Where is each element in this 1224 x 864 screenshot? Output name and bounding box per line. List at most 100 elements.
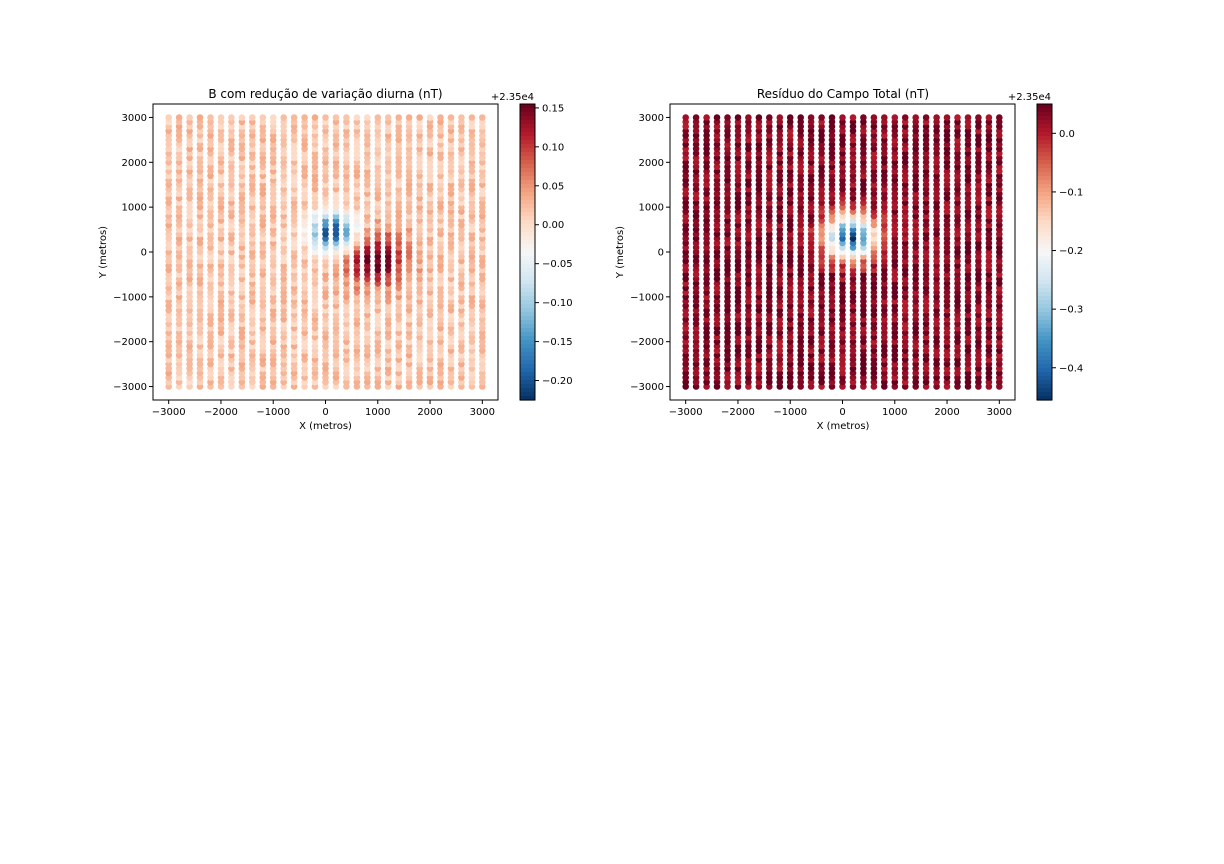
colorbar-strip — [520, 124, 535, 129]
colorbar-strip — [520, 180, 535, 185]
colorbar-strip — [520, 352, 535, 357]
colorbar-strip — [520, 348, 535, 353]
colorbar-strip — [1037, 116, 1052, 121]
scatter-point — [975, 114, 982, 121]
colorbar-tick-label: 0.15 — [542, 103, 564, 114]
colorbar-strip — [520, 156, 535, 161]
colorbar-strip — [520, 288, 535, 293]
colorbar-strip — [1037, 384, 1052, 389]
y-tick-label: 0 — [141, 248, 147, 259]
colorbar-strip — [520, 312, 535, 317]
colorbar-strip — [1037, 148, 1052, 153]
colorbar-strip — [1037, 268, 1052, 273]
scatter-point — [228, 114, 235, 121]
right-y-axis: −3000 −2000 −1000 0 1000 2000 3000 — [630, 113, 670, 393]
y-tick-label: 3000 — [122, 113, 147, 124]
scatter-point — [922, 114, 930, 121]
colorbar-strip — [1037, 244, 1052, 249]
colorbar-strip — [1037, 216, 1052, 221]
scatter-point — [395, 114, 403, 121]
scatter-point — [196, 114, 204, 121]
x-tick-label: 1000 — [882, 407, 907, 418]
colorbar-strip — [520, 368, 535, 373]
colorbar-strip — [1037, 136, 1052, 141]
scatter-point — [447, 114, 455, 121]
colorbar-strip — [520, 104, 535, 109]
scatter-point — [353, 114, 361, 121]
colorbar-strip — [1037, 312, 1052, 317]
scatter-point — [724, 114, 731, 121]
colorbar-strip — [1037, 232, 1052, 237]
scatter-point — [745, 114, 752, 121]
scatter-point — [839, 114, 846, 121]
colorbar-strip — [520, 224, 535, 229]
colorbar-strip — [1037, 200, 1052, 205]
colorbar-strip — [520, 244, 535, 249]
scatter-point — [996, 114, 1003, 121]
colorbar-strip — [520, 356, 535, 361]
scatter-point — [374, 114, 382, 121]
colorbar-strip — [520, 200, 535, 205]
colorbar-strip — [520, 212, 535, 217]
colorbar-strip — [1037, 236, 1052, 241]
colorbar-strip — [1037, 156, 1052, 161]
colorbar-strip — [1037, 144, 1052, 149]
colorbar-strip — [1037, 164, 1052, 169]
scatter-point — [954, 114, 961, 121]
y-tick-label: −3000 — [113, 382, 147, 393]
colorbar-strip — [1037, 248, 1052, 253]
scatter-point — [468, 114, 476, 121]
left-x-axis-label: X (metros) — [299, 421, 352, 432]
colorbar-strip — [520, 144, 535, 149]
left-colorbar — [520, 104, 535, 401]
colorbar-strip — [520, 392, 535, 397]
colorbar-strip — [520, 304, 535, 309]
colorbar-strip — [1037, 256, 1052, 261]
colorbar-strip — [520, 228, 535, 233]
scatter-point — [776, 114, 784, 121]
colorbar-strip — [1037, 316, 1052, 321]
colorbar-strip — [520, 332, 535, 337]
scatter-point — [870, 114, 878, 121]
colorbar-strip — [520, 204, 535, 209]
x-tick-label: 3000 — [470, 407, 495, 418]
colorbar-strip — [1037, 328, 1052, 333]
colorbar-strip — [1037, 184, 1052, 189]
right-x-axis: −3000 −2000 −1000 0 1000 2000 3000 — [669, 400, 1012, 418]
colorbar-strip — [520, 232, 535, 237]
colorbar-strip — [1037, 176, 1052, 181]
colorbar-tick-label: −0.3 — [1059, 305, 1083, 316]
colorbar-strip — [520, 344, 535, 349]
scatter-point — [943, 114, 951, 121]
scatter-point — [818, 114, 825, 121]
colorbar-strip — [1037, 104, 1052, 109]
colorbar-strip — [1037, 304, 1052, 309]
colorbar-strip — [1037, 128, 1052, 133]
colorbar-strip — [520, 380, 535, 385]
colorbar-strip — [1037, 388, 1052, 393]
scatter-point — [891, 114, 899, 121]
colorbar-strip — [1037, 320, 1052, 325]
right-colorbar — [1037, 104, 1052, 401]
x-tick-label: −1000 — [256, 407, 290, 418]
colorbar-strip — [520, 320, 535, 325]
scatter-point — [364, 114, 371, 121]
colorbar-strip — [1037, 340, 1052, 345]
colorbar-strip — [520, 140, 535, 145]
scatter-point — [290, 114, 298, 121]
colorbar-strip — [1037, 112, 1052, 117]
colorbar-strip — [520, 216, 535, 221]
colorbar-strip — [520, 252, 535, 257]
colorbar-strip — [520, 176, 535, 181]
colorbar-strip — [1037, 284, 1052, 289]
colorbar-strip — [1037, 288, 1052, 293]
colorbar-strip — [1037, 364, 1052, 369]
colorbar-strip — [1037, 264, 1052, 269]
colorbar-strip — [520, 360, 535, 365]
x-tick-label: 2000 — [934, 407, 959, 418]
colorbar-strip — [1037, 208, 1052, 213]
colorbar-strip — [520, 120, 535, 125]
colorbar-strip — [520, 296, 535, 301]
colorbar-tick-label: −0.10 — [542, 298, 573, 309]
